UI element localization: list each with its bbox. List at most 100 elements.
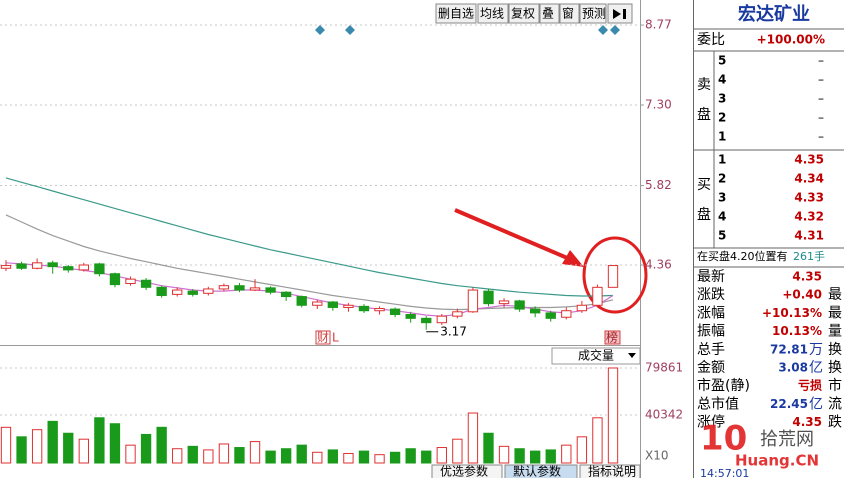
candle-body	[280, 291, 292, 298]
volume-bar	[203, 449, 214, 464]
tab-button[interactable]	[579, 464, 641, 478]
candle-body	[78, 264, 89, 271]
candle-body	[156, 286, 167, 296]
volume-bar	[607, 367, 619, 464]
stock-name: 宏达矿业	[738, 3, 810, 25]
stat-label: 涨幅	[697, 305, 725, 321]
stat-label: 总市值	[697, 395, 739, 412]
tab-button[interactable]	[504, 464, 578, 478]
candle-body	[234, 285, 245, 291]
volume-bar	[234, 447, 245, 464]
toolbar-label[interactable]: 复权	[511, 7, 535, 21]
ma-line	[5, 177, 614, 297]
candle-body	[16, 263, 27, 269]
toolbar-button[interactable]	[579, 3, 607, 24]
stat-edge: 量	[828, 324, 842, 340]
stat-edge: 跌	[828, 415, 842, 431]
side-char: 卖	[697, 77, 711, 93]
volume-bar	[483, 432, 494, 464]
marker-box	[315, 330, 331, 345]
volume-bar	[31, 429, 43, 464]
sell-level: 1	[718, 130, 726, 144]
sell-value: –	[818, 54, 824, 68]
red-arrow	[454, 208, 573, 262]
candle-body	[343, 304, 354, 308]
indicator-name[interactable]: 成交量	[578, 348, 614, 363]
stat-unit: 万	[809, 342, 823, 358]
volume-bar	[467, 412, 479, 464]
buy-level: 4	[718, 210, 726, 224]
volume-bar	[545, 449, 556, 464]
toolbar-button[interactable]	[435, 3, 477, 24]
indicator-select[interactable]	[551, 347, 641, 365]
stat-value: +0.40	[782, 288, 822, 302]
volume-bar	[16, 436, 27, 464]
sell-value: –	[818, 92, 824, 106]
tab-label[interactable]: 优选参数	[440, 464, 488, 478]
toolbar-label[interactable]: 预测	[582, 7, 606, 21]
toolbar-button[interactable]	[539, 3, 560, 24]
candle-body	[514, 300, 525, 310]
volume-bar	[498, 445, 510, 464]
marker-box	[604, 330, 621, 345]
volume-tick-label: 40342	[645, 407, 683, 421]
tab-button[interactable]	[431, 464, 503, 478]
stat-label: 涨停	[697, 414, 725, 431]
volume-bar	[592, 417, 603, 464]
stat-edge: 换	[828, 341, 842, 358]
candle-body	[405, 314, 416, 319]
candle-body	[203, 288, 214, 294]
volume-bar	[156, 426, 167, 464]
volume-bar	[405, 448, 416, 464]
sell-value: –	[818, 111, 824, 125]
stat-unit: 亿	[809, 396, 823, 412]
time: 14:57:01	[700, 467, 749, 478]
sell-level: 2	[718, 111, 726, 125]
stat-value: 4.35	[792, 270, 822, 284]
volume-bar	[358, 450, 370, 464]
ma-line	[5, 262, 614, 317]
marker: 榜	[606, 330, 618, 345]
note: 在买盘4.20位置有	[697, 249, 788, 263]
toolbar-label[interactable]: 均线	[480, 7, 504, 21]
toolbar-label[interactable]: 删自选	[438, 7, 474, 21]
candle-body	[561, 310, 572, 318]
dropdown-arrow	[628, 353, 636, 358]
sell-level: 3	[718, 92, 726, 106]
scale-note: X10	[645, 449, 669, 463]
candle-body	[109, 273, 121, 286]
sell-level: 4	[718, 73, 726, 87]
toolbar-label[interactable]: 叠	[542, 7, 554, 21]
tab-label[interactable]: 指标说明	[588, 464, 636, 478]
volume-bar	[47, 420, 58, 464]
candle-body	[452, 311, 463, 317]
toolbar-button[interactable]	[508, 3, 540, 24]
marker: 财	[317, 331, 329, 345]
watermark-brand: 拾荒网	[760, 429, 814, 450]
volume-bar	[421, 450, 432, 464]
volume-bar	[187, 445, 198, 464]
toolbar-label[interactable]: 窗	[562, 7, 574, 21]
candle-body	[421, 317, 432, 324]
stat-value: 22.45	[770, 397, 808, 411]
tab-label[interactable]: 默认参数	[513, 464, 561, 478]
stat-label: 最新	[697, 269, 725, 285]
candle-body	[467, 289, 479, 313]
stat-label: 总手	[697, 342, 725, 358]
candle-body	[607, 265, 619, 288]
volume-bar	[312, 451, 323, 464]
volume-bar	[389, 451, 401, 464]
stat-value: 3.08	[778, 361, 808, 375]
volume-bar	[514, 448, 525, 464]
toolbar-button[interactable]	[477, 3, 509, 24]
toolbar-button[interactable]	[559, 3, 580, 24]
candle-body	[312, 301, 323, 306]
volume-bar	[530, 450, 541, 464]
volume-bar	[0, 426, 12, 464]
watermark-number: 10	[700, 419, 747, 459]
volume-bar	[249, 441, 261, 464]
buy-price: 4.32	[794, 210, 824, 224]
volume-bar	[561, 444, 572, 464]
volume-bar	[452, 438, 463, 464]
